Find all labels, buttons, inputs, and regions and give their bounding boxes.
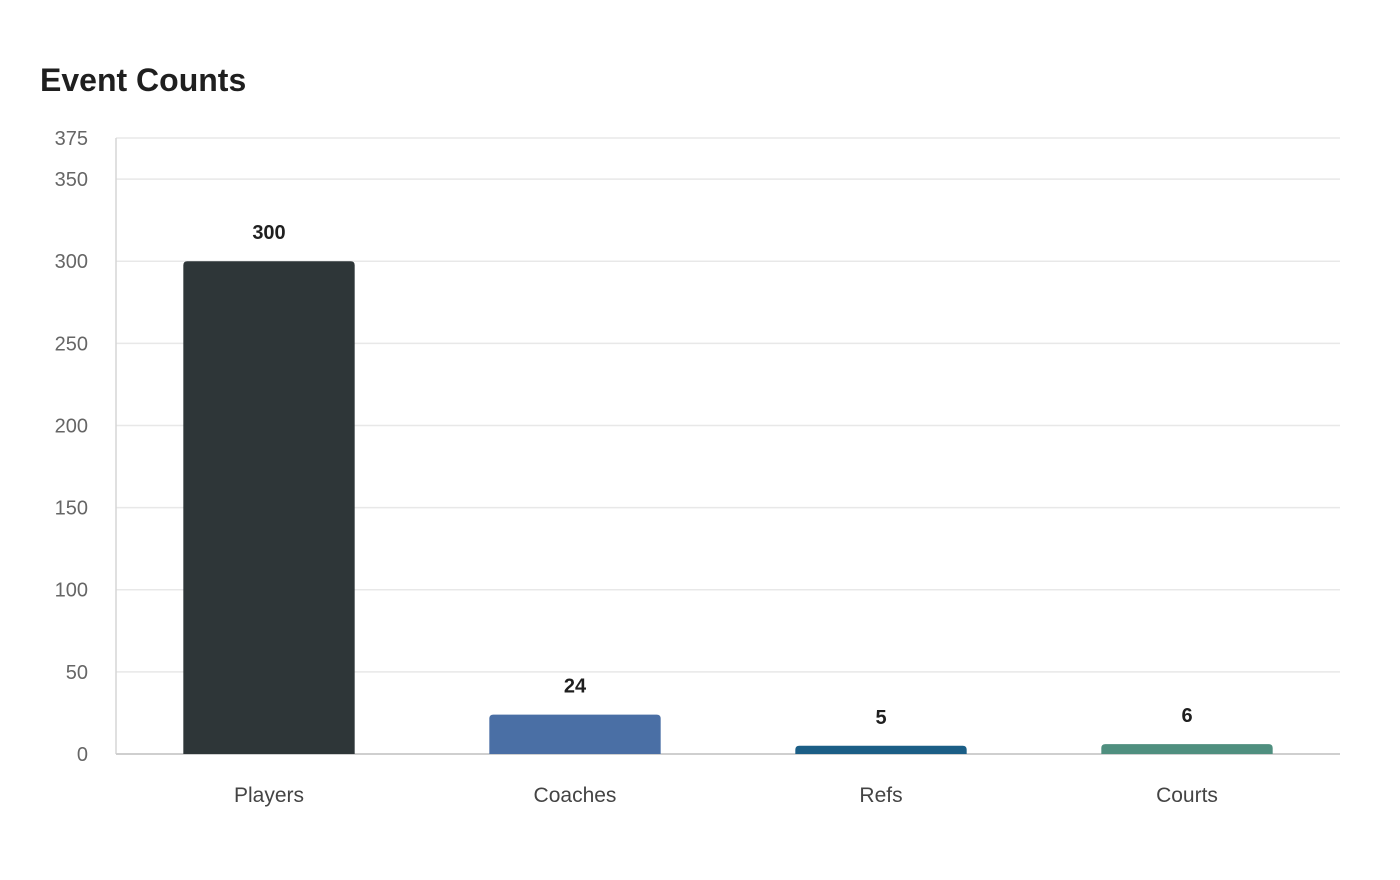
bar-courts [1101, 744, 1273, 754]
bar-coaches [489, 714, 661, 754]
category-label-refs: Refs [859, 784, 902, 807]
data-label-courts: 6 [1181, 705, 1192, 727]
y-tick-label: 150 [55, 498, 88, 520]
y-tick-labels: 0 50 100 150 200 250 300 350 375 [55, 128, 88, 766]
y-tick-label: 100 [55, 580, 88, 602]
bars [183, 261, 1273, 754]
category-label-players: Players [234, 784, 304, 807]
data-label-coaches: 24 [564, 676, 587, 698]
category-label-courts: Courts [1156, 784, 1218, 807]
category-labels: Players Coaches Refs Courts [234, 784, 1218, 807]
bar-refs [795, 745, 967, 754]
chart-title: Event Counts [40, 62, 247, 98]
y-tick-label: 250 [55, 333, 88, 355]
category-label-coaches: Coaches [534, 784, 617, 807]
y-tick-label: 375 [55, 128, 88, 150]
data-label-players: 300 [252, 222, 285, 244]
data-labels: 300 24 5 6 [252, 222, 1192, 729]
y-tick-label: 300 [55, 251, 88, 273]
y-tick-label: 200 [55, 415, 88, 437]
y-tick-label: 50 [66, 662, 88, 684]
y-tick-label: 0 [77, 744, 88, 766]
y-tick-label: 350 [55, 169, 88, 191]
bar-players [183, 261, 355, 754]
data-label-refs: 5 [875, 707, 886, 729]
